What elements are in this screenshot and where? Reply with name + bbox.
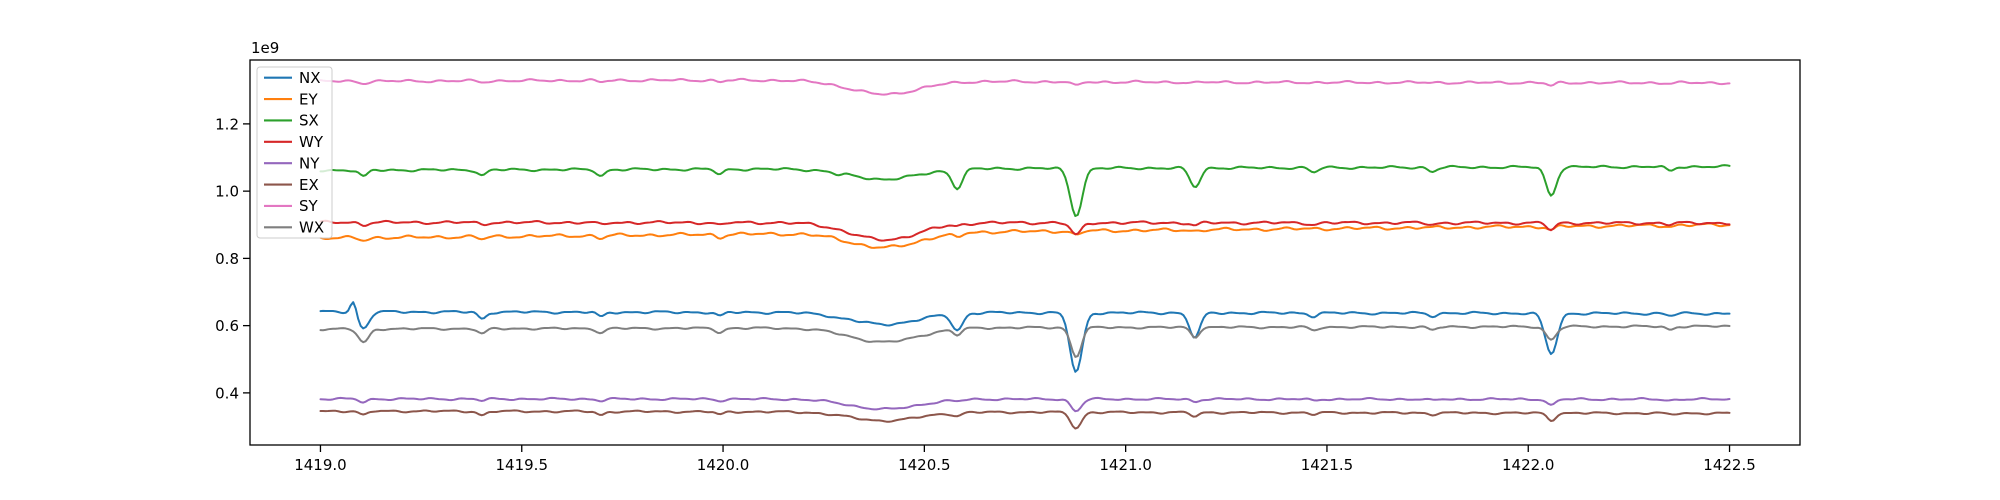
x-axis: 1419.0 1419.5 1420.0 1420.5 1421.0 1421.5 1422… — [294, 445, 1756, 474]
legend: NX EY SX WY NY EX SY WX — [256, 66, 333, 239]
x-tick-label: 1422.5 — [1703, 456, 1756, 474]
series-line-EY — [319, 222, 1731, 249]
legend-label-SY: SY — [299, 197, 319, 215]
series-line-WY — [319, 219, 1731, 242]
legend-label-SX: SX — [299, 112, 319, 130]
series-line-SY — [319, 77, 1731, 96]
x-tick-label: 1422.0 — [1502, 456, 1555, 474]
legend-label-WY: WY — [299, 133, 324, 151]
x-tick-label: 1421.5 — [1301, 456, 1354, 474]
y-tick-label: 0.4 — [215, 384, 239, 402]
legend-label-EX: EX — [299, 176, 319, 194]
series-line-NY — [319, 396, 1731, 413]
series-line-SX — [319, 164, 1731, 217]
x-tick-label: 1420.5 — [898, 456, 951, 474]
series-line-NX — [319, 301, 1731, 373]
x-tick-label: 1420.0 — [697, 456, 750, 474]
y-axis: 0.4 0.6 0.8 1.0 1.2 — [215, 115, 250, 402]
series-line-EX — [319, 409, 1731, 430]
series-line-WX — [319, 324, 1731, 358]
legend-label-WX: WX — [299, 219, 324, 237]
plot-frame — [249, 59, 1801, 446]
legend-label-NY: NY — [299, 154, 320, 172]
y-tick-label: 0.6 — [215, 317, 239, 335]
y-tick-label: 1.0 — [215, 183, 239, 201]
legend-box — [256, 66, 333, 239]
x-tick-label: 1421.0 — [1099, 456, 1152, 474]
series-lines — [319, 77, 1731, 430]
legend-label-EY: EY — [299, 90, 318, 108]
x-tick-label: 1419.0 — [294, 456, 347, 474]
y-tick-label: 1.2 — [215, 115, 239, 133]
x-tick-label: 1419.5 — [496, 456, 549, 474]
legend-label-NX: NX — [299, 69, 321, 87]
axis-offset-label: 1e9 — [251, 39, 279, 57]
y-tick-label: 0.8 — [215, 250, 239, 268]
